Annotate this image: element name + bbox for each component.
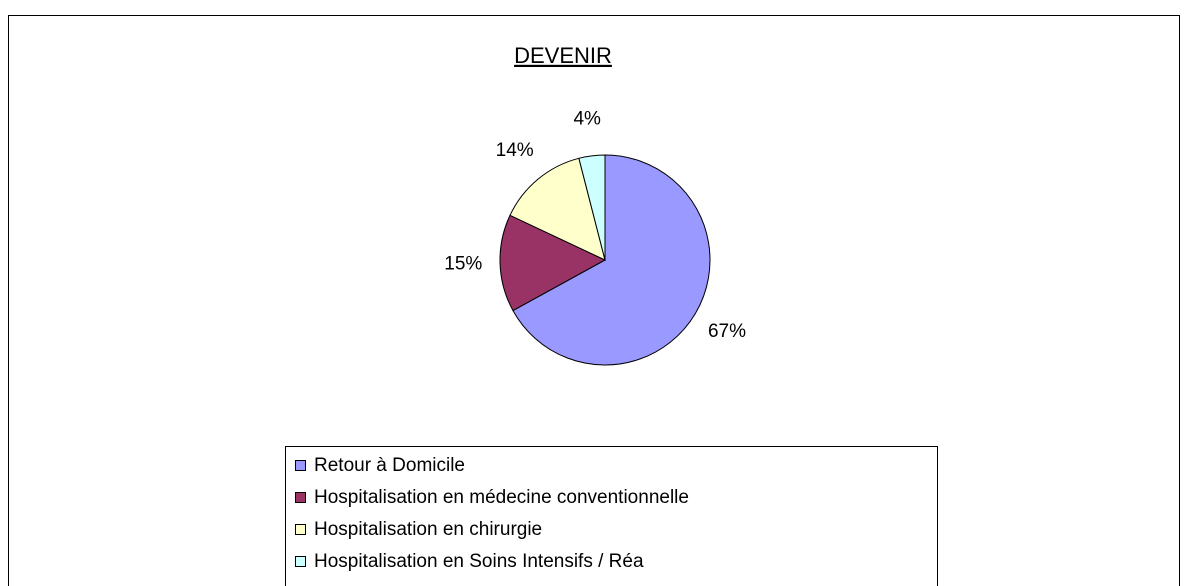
pie-slice xyxy=(512,154,711,366)
legend-label: Retour à Domicile xyxy=(314,455,465,476)
pie-slice xyxy=(499,214,607,312)
legend xyxy=(285,446,938,586)
data-label: 14% xyxy=(496,140,534,161)
legend-swatch xyxy=(295,460,306,471)
legend-label: Hospitalisation en médecine conventionne… xyxy=(314,487,689,508)
chart-title: DEVENIR xyxy=(514,43,612,68)
legend-swatch xyxy=(295,556,306,567)
legend-label: Hospitalisation en Soins Intensifs / Réa xyxy=(314,551,644,572)
data-label: 15% xyxy=(444,253,482,274)
data-label: 4% xyxy=(573,108,601,129)
data-label: 67% xyxy=(708,321,746,342)
legend-swatch xyxy=(295,492,306,503)
legend-swatch xyxy=(295,524,306,535)
legend-label: Hospitalisation en chirurgie xyxy=(314,519,542,540)
pie-slice xyxy=(578,154,606,261)
pie-slice xyxy=(509,157,606,261)
